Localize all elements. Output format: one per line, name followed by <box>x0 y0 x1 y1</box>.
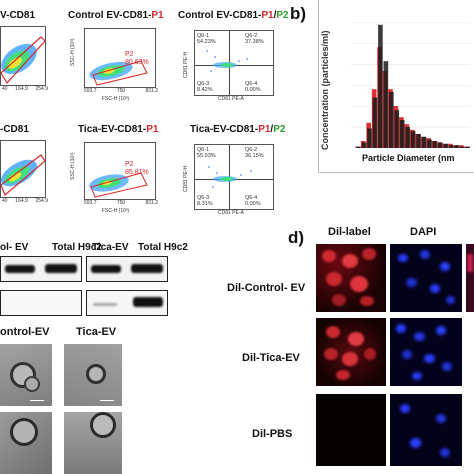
flow-row1-mid-scatter-plot: P2 80.63% <box>84 28 156 88</box>
flow-row2-mid-ylabel: SSC-H (10³) <box>70 152 76 180</box>
nta-bar-series2 <box>432 141 438 148</box>
flow-row1-quadrant-plot: Q6-1 54.23% Q6-2 37.38% Q6-3 8.42% Q6-4 0.00… <box>194 30 274 96</box>
blot-label-total-h9c2-2: Total H9c2 <box>138 242 188 253</box>
blot-right-upper <box>86 256 168 282</box>
blot-label-control-ev: ol- EV <box>0 242 29 253</box>
flow-row2-q4: Q6-4 0.00% <box>245 195 261 207</box>
flow-row2-left-ticks: 40 164.9 254.9 <box>2 198 48 204</box>
flow-row1-q1: Q6-1 54.23% <box>197 33 216 45</box>
fluor-merge-control-edge <box>466 244 474 312</box>
flow-row1-q2: Q6-2 37.38% <box>245 33 264 45</box>
flow-row2-q1: Q6-1 55.93% <box>197 147 216 159</box>
fluor-dil-control <box>316 244 386 312</box>
nta-bar-series2 <box>367 128 372 148</box>
fluor-dapi-control <box>390 244 462 312</box>
flow-row1-quad-xlabel: CD81 PE-A <box>218 96 244 102</box>
flow-row1-mid-xlabel: FSC-H (10³) <box>102 96 130 102</box>
em-tica-top <box>64 344 122 406</box>
blot-left-lower <box>0 290 82 316</box>
em-label-tica-ev: Tica-EV <box>76 326 117 338</box>
nta-bar-series2 <box>383 61 389 148</box>
nta-bar-series2 <box>378 24 383 148</box>
flow-row1-quad-ylabel: CD81 PE-H <box>183 51 189 78</box>
nta-bar-series2 <box>399 120 405 148</box>
flow-row1-quadrant-dots <box>206 50 248 72</box>
panel-d-col2-label: DAPI <box>410 226 437 238</box>
nta-bar-series2 <box>465 146 470 148</box>
flow-row2-mid-scatter-plot: P2 85.81% <box>84 142 156 200</box>
flow-row2-right-title: Tica-EV-CD81-P1/P2 <box>190 124 286 135</box>
flow-row1-mid-ylabel: SSC-H (10³) <box>70 38 76 66</box>
flow-row1-left-ticks: 40 164.9 254.9 <box>2 86 48 92</box>
nta-bar-series2 <box>421 136 427 148</box>
fluor-dapi-pbs <box>390 394 462 466</box>
flow-row2-left-density <box>1 154 45 196</box>
flow-row2-gate-pct: 85.81% <box>125 169 149 176</box>
panel-b-histogram <box>350 22 470 148</box>
flow-row1-q4: Q6-4 0.00% <box>245 81 261 93</box>
panel-b-letter: b) <box>290 4 307 23</box>
nta-bar-series2 <box>361 142 367 148</box>
nta-bar-series2 <box>427 139 432 148</box>
flow-row1-gate-name: P2 <box>125 51 134 58</box>
fluor-dapi-tica <box>390 318 462 386</box>
flow-row2-quad-ylabel: CD81 PE-H <box>183 165 189 192</box>
flow-row2-mid-title: Tica-EV-CD81-P1 <box>78 124 159 135</box>
flow-row1-gate-pct: 80.63% <box>125 59 149 66</box>
nta-bar-series2 <box>389 92 394 148</box>
flow-row2-quadrant-dots <box>208 166 252 188</box>
nta-bar-series2 <box>454 145 460 148</box>
em-tica-bottom <box>64 412 122 474</box>
flow-row2-left-title: -CD81 <box>0 124 29 135</box>
flow-row1-left-density-plot <box>0 26 46 86</box>
nta-bar-series2 <box>405 127 410 148</box>
flow-row2-mid-scatter <box>89 172 148 198</box>
panel-d-row3-label: Dil-PBS <box>252 428 293 440</box>
flow-row2-q2: Q6-2 36.15% <box>245 147 264 159</box>
em-control-top <box>0 344 52 406</box>
flow-row2-mid-xticks: 593.7 750 831.2 <box>84 200 158 206</box>
blot-left-upper <box>0 256 82 282</box>
panel-b-xlabel: Particle Diameter (nm <box>362 153 455 163</box>
nta-bar-series2 <box>356 146 361 148</box>
nta-bar-series2 <box>459 146 465 148</box>
panel-b-chart-frame <box>318 0 474 173</box>
nta-bar-series2 <box>372 97 378 148</box>
flow-row2-quad-xlabel: CD81 PE-A <box>218 210 244 216</box>
panel-d-row2-label: Dil-Tica-EV <box>242 352 300 364</box>
flow-row2-left-density-plot <box>0 140 46 198</box>
flow-row1-q3: Q6-3 8.42% <box>197 81 213 93</box>
nta-bar-series2 <box>438 142 443 148</box>
flow-row1-mid-scatter <box>89 60 148 86</box>
flow-row2-mid-xlabel: FSC-H (10³) <box>102 208 130 214</box>
em-label-control-ev: ontrol-EV <box>0 326 50 338</box>
flow-row2-q3: Q6-3 8.31% <box>197 195 213 207</box>
flow-row2-gate-name: P2 <box>125 161 134 168</box>
nta-bar-series2 <box>410 131 416 148</box>
flow-row2-quadrant-plot: Q6-1 55.93% Q6-2 36.15% Q6-3 8.31% Q6-4 0.00… <box>194 144 274 210</box>
blot-right-lower <box>86 290 168 316</box>
blot-label-total-h9c2-1: Total H9c2 <box>52 242 102 253</box>
panel-d-row1-label: Dil-Control- EV <box>227 282 306 294</box>
fluor-dil-tica <box>316 318 386 386</box>
panel-b-ylabel: Concentration (particles/ml) <box>320 30 330 150</box>
em-control-bottom <box>0 412 52 474</box>
panel-d-letter: d) <box>288 228 305 247</box>
nta-bar-series2 <box>416 134 421 148</box>
panel-d-col1-label: Dil-label <box>328 226 371 238</box>
flow-row1-mid-title: Control EV-CD81-P1 <box>68 10 164 21</box>
flow-row1-right-title: Control EV-CD81-P1/P2 <box>178 10 289 21</box>
flow-row1-left-density <box>1 36 45 85</box>
nta-bar-series2 <box>443 143 449 148</box>
flow-row1-mid-xticks: 593.7 750 831.2 <box>84 88 158 94</box>
nta-bar-series2 <box>394 110 400 148</box>
nta-bar-series2 <box>449 145 454 148</box>
fluor-dil-pbs <box>316 394 386 466</box>
flow-row1-left-title: V-CD81 <box>0 10 36 21</box>
blot-label-tica-ev: Tica-EV <box>92 242 129 253</box>
